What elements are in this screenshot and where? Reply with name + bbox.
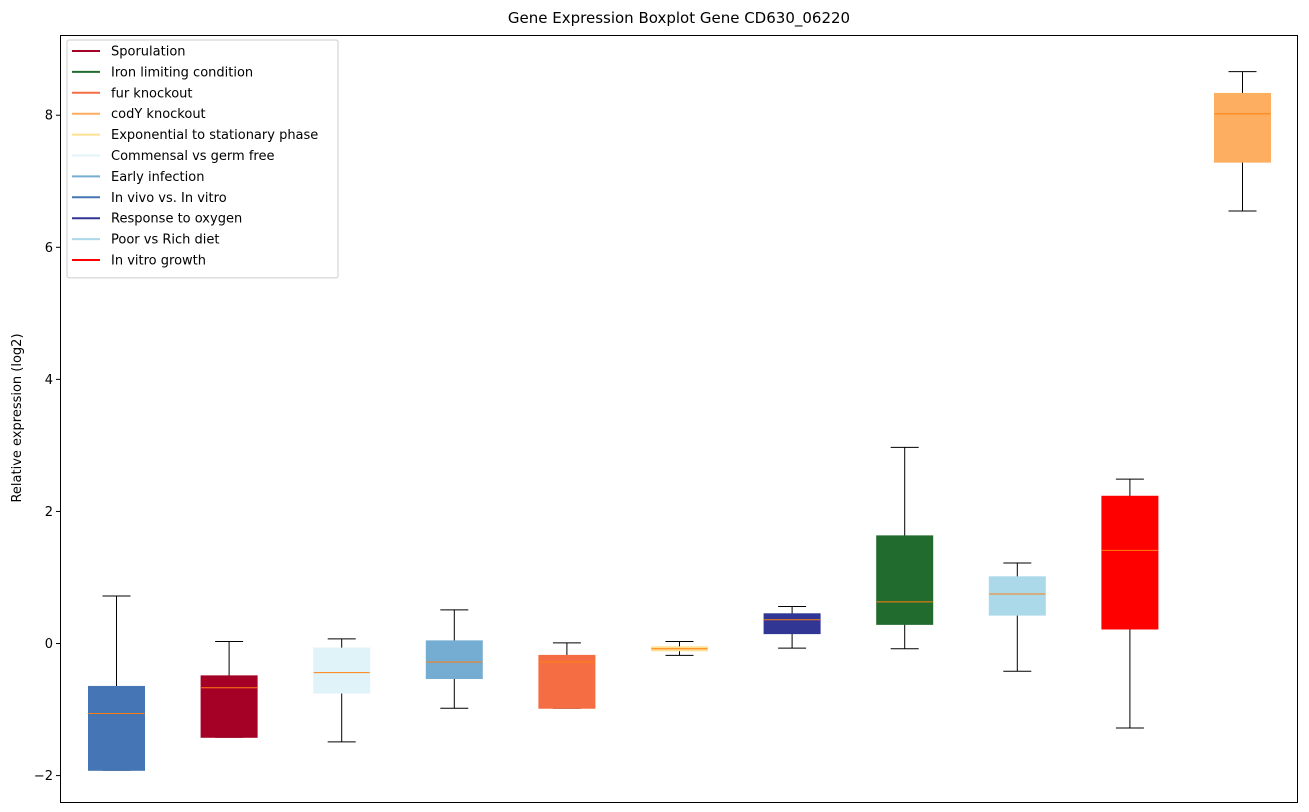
legend: Sporulation Iron limiting condition fur kn… [66, 39, 339, 279]
legend-label: In vitro growth [111, 254, 206, 269]
box-group [876, 446, 934, 650]
box [88, 685, 145, 771]
box [425, 640, 483, 680]
legend-item: fur knockout [72, 86, 193, 101]
legend-item: In vitro growth [72, 254, 206, 269]
box-group [988, 562, 1046, 672]
legend-label: Exponential to stationary phase [111, 128, 318, 143]
plot-area: −2 0 2 4 6 8 [34, 71, 1271, 784]
y-tick-label: −2 [34, 769, 53, 784]
legend-label: Poor vs Rich diet [111, 233, 219, 248]
legend-item: Response to oxygen [72, 212, 242, 227]
legend-label: Sporulation [111, 45, 186, 60]
box-group [538, 642, 596, 709]
box [876, 535, 934, 625]
y-tick-label: 4 [45, 373, 53, 388]
box [1214, 92, 1271, 163]
box-group [763, 606, 821, 649]
legend-item: codY knockout [72, 107, 206, 122]
box [538, 654, 596, 709]
box [763, 613, 821, 635]
box-group [313, 638, 371, 743]
plot-frame [60, 35, 1298, 803]
legend-label: fur knockout [111, 86, 193, 101]
legend-label: codY knockout [111, 107, 206, 122]
legend-item: Sporulation [72, 45, 186, 60]
legend-item: In vivo vs. In vitro [72, 191, 227, 206]
chart-title: Gene Expression Boxplot Gene CD630_06220 [508, 9, 850, 28]
box [313, 647, 371, 694]
box-group [1214, 71, 1271, 212]
legend-label: In vivo vs. In vitro [111, 191, 227, 206]
legend-frame [66, 39, 339, 279]
legend-label: Iron limiting condition [111, 65, 253, 80]
legend-label: Response to oxygen [111, 212, 242, 227]
box [1101, 495, 1159, 630]
legend-label: Commensal vs germ free [111, 149, 274, 164]
legend-label: Early infection [111, 170, 204, 185]
box-group [88, 595, 145, 771]
box-group [651, 641, 708, 656]
box-group [1101, 478, 1159, 729]
legend-item: Commensal vs germ free [72, 149, 274, 164]
legend-item: Iron limiting condition [72, 65, 253, 80]
box-group [200, 641, 258, 738]
y-tick-label: 2 [45, 505, 53, 520]
legend-item: Poor vs Rich diet [72, 233, 219, 248]
box-group [425, 609, 483, 709]
y-axis-label: Relative expression (log2) [10, 333, 25, 502]
y-tick-label: 6 [45, 241, 53, 256]
legend-item: Early infection [72, 170, 204, 185]
box [200, 675, 258, 738]
legend-item: Exponential to stationary phase [72, 128, 318, 143]
y-tick-label: 8 [45, 109, 53, 124]
box [988, 576, 1046, 616]
y-tick-label: 0 [45, 637, 53, 652]
